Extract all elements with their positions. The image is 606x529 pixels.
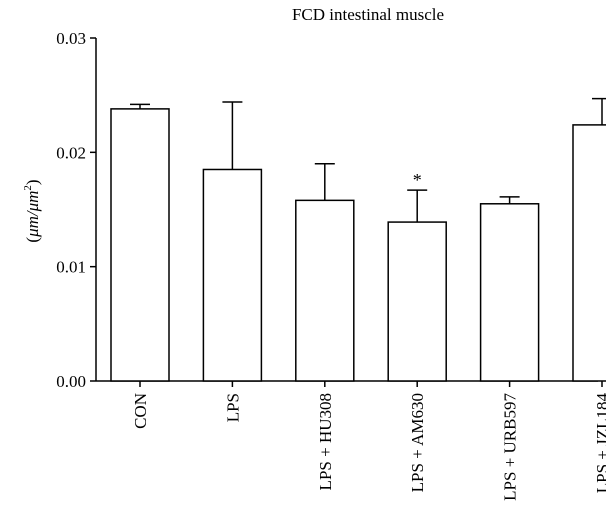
- y-axis-label: (μm/μm2): [22, 179, 42, 242]
- chart-title: FCD intestinal muscle: [292, 5, 444, 24]
- y-tick-label: 0.02: [56, 143, 86, 162]
- y-axis-label-open: (: [23, 237, 42, 243]
- bar-5: [479, 203, 540, 382]
- plot-area: 0.00 0.01 0.02 0.03 CON LPS LPS + HU308 LPS + A…: [56, 29, 606, 501]
- bar-2: [202, 168, 263, 382]
- bar-6: [572, 124, 606, 382]
- x-category-label: LPS: [223, 393, 242, 422]
- x-category-label: LPS + JZL184: [593, 393, 606, 494]
- y-tick-label: 0.03: [56, 29, 86, 48]
- x-category-label: LPS + HU308: [316, 393, 335, 490]
- y-axis-label-close: ): [23, 179, 42, 185]
- x-category-label: LPS + AM630: [408, 393, 427, 492]
- significance-marker: *: [413, 170, 422, 190]
- x-category-label: LPS + URB597: [501, 393, 520, 501]
- bar-3: [295, 199, 355, 382]
- y-axis-label-superscript: 2: [22, 185, 34, 191]
- y-tick-label: 0.00: [56, 372, 86, 391]
- bar-4: [387, 221, 447, 382]
- y-axis-label-unit: μm/μm: [23, 191, 42, 238]
- x-category-label: CON: [131, 393, 150, 429]
- y-tick-label: 0.01: [56, 258, 86, 277]
- bar-1: [110, 108, 170, 382]
